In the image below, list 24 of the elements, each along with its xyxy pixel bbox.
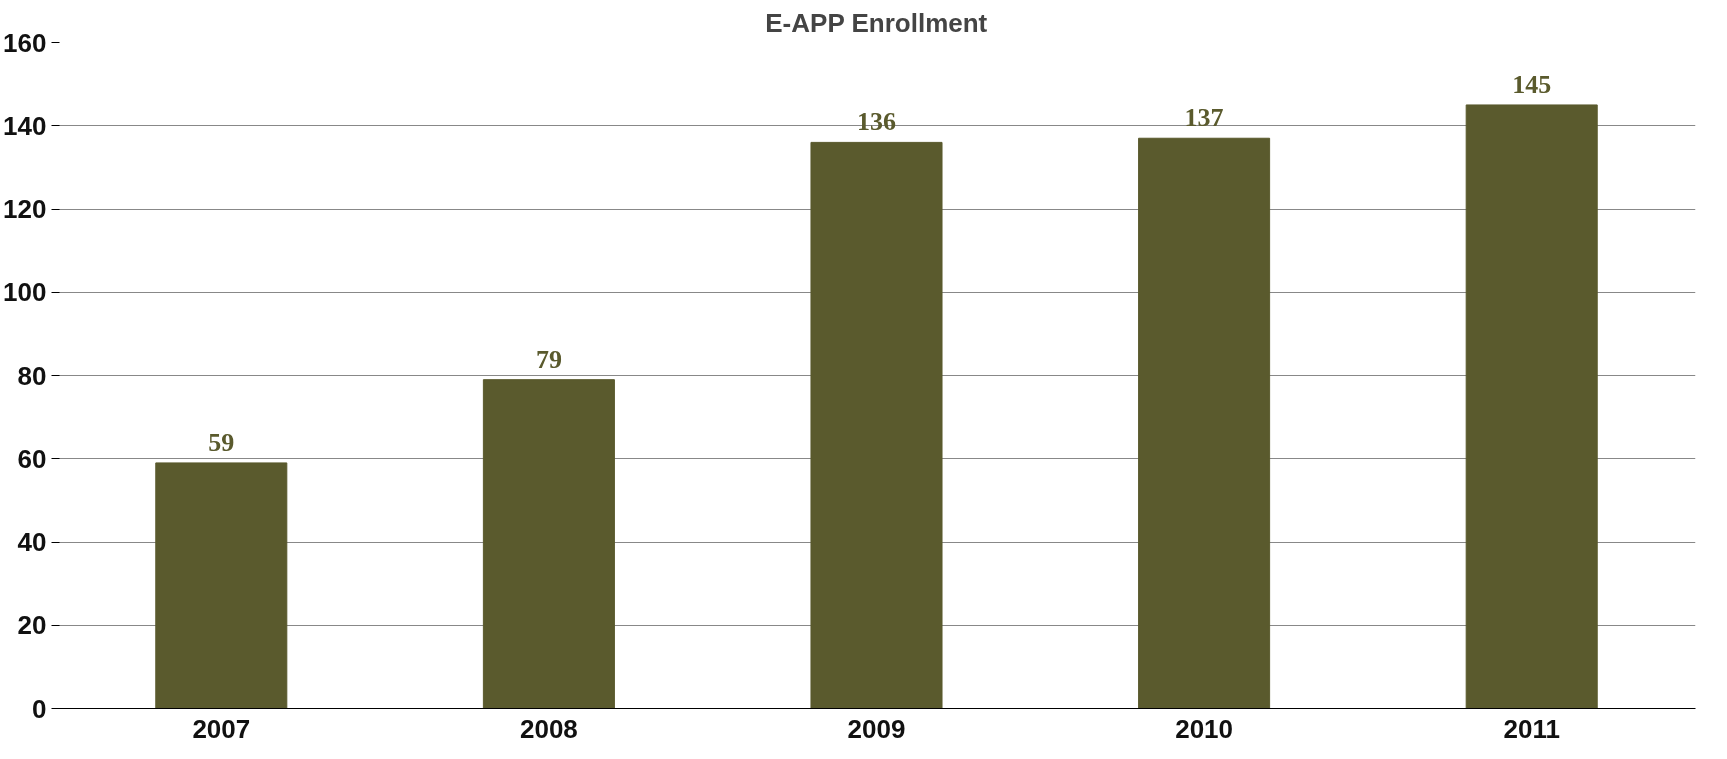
data-label: 137: [1184, 103, 1224, 133]
y-tick-label: 100: [3, 277, 47, 308]
chart-title: E-APP Enrollment: [765, 7, 988, 38]
y-tick-label: 120: [3, 194, 47, 224]
y-tick-label: 20: [17, 610, 47, 641]
x-tick-label: 2009: [847, 713, 906, 744]
y-tick-label: 160: [3, 27, 47, 58]
data-label: 79: [535, 344, 562, 374]
y-tick-label: 0: [32, 693, 47, 724]
y-tick-label: 140: [3, 110, 47, 141]
bar: [810, 141, 943, 709]
bar: [155, 462, 288, 709]
data-label: 145: [1512, 69, 1552, 99]
y-tick-label: 80: [17, 360, 47, 391]
x-tick-label: 2011: [1503, 713, 1560, 744]
x-tick-label: 2008: [519, 713, 578, 744]
data-label: 59: [208, 427, 235, 457]
x-tick-label: 2007: [192, 713, 251, 744]
y-tick-label: 40: [17, 527, 47, 557]
x-tick-label: 2010: [1175, 713, 1234, 744]
bar: [1138, 137, 1271, 709]
y-tick-label: 60: [17, 443, 47, 474]
bar: [482, 379, 615, 709]
bar: [1465, 104, 1598, 709]
